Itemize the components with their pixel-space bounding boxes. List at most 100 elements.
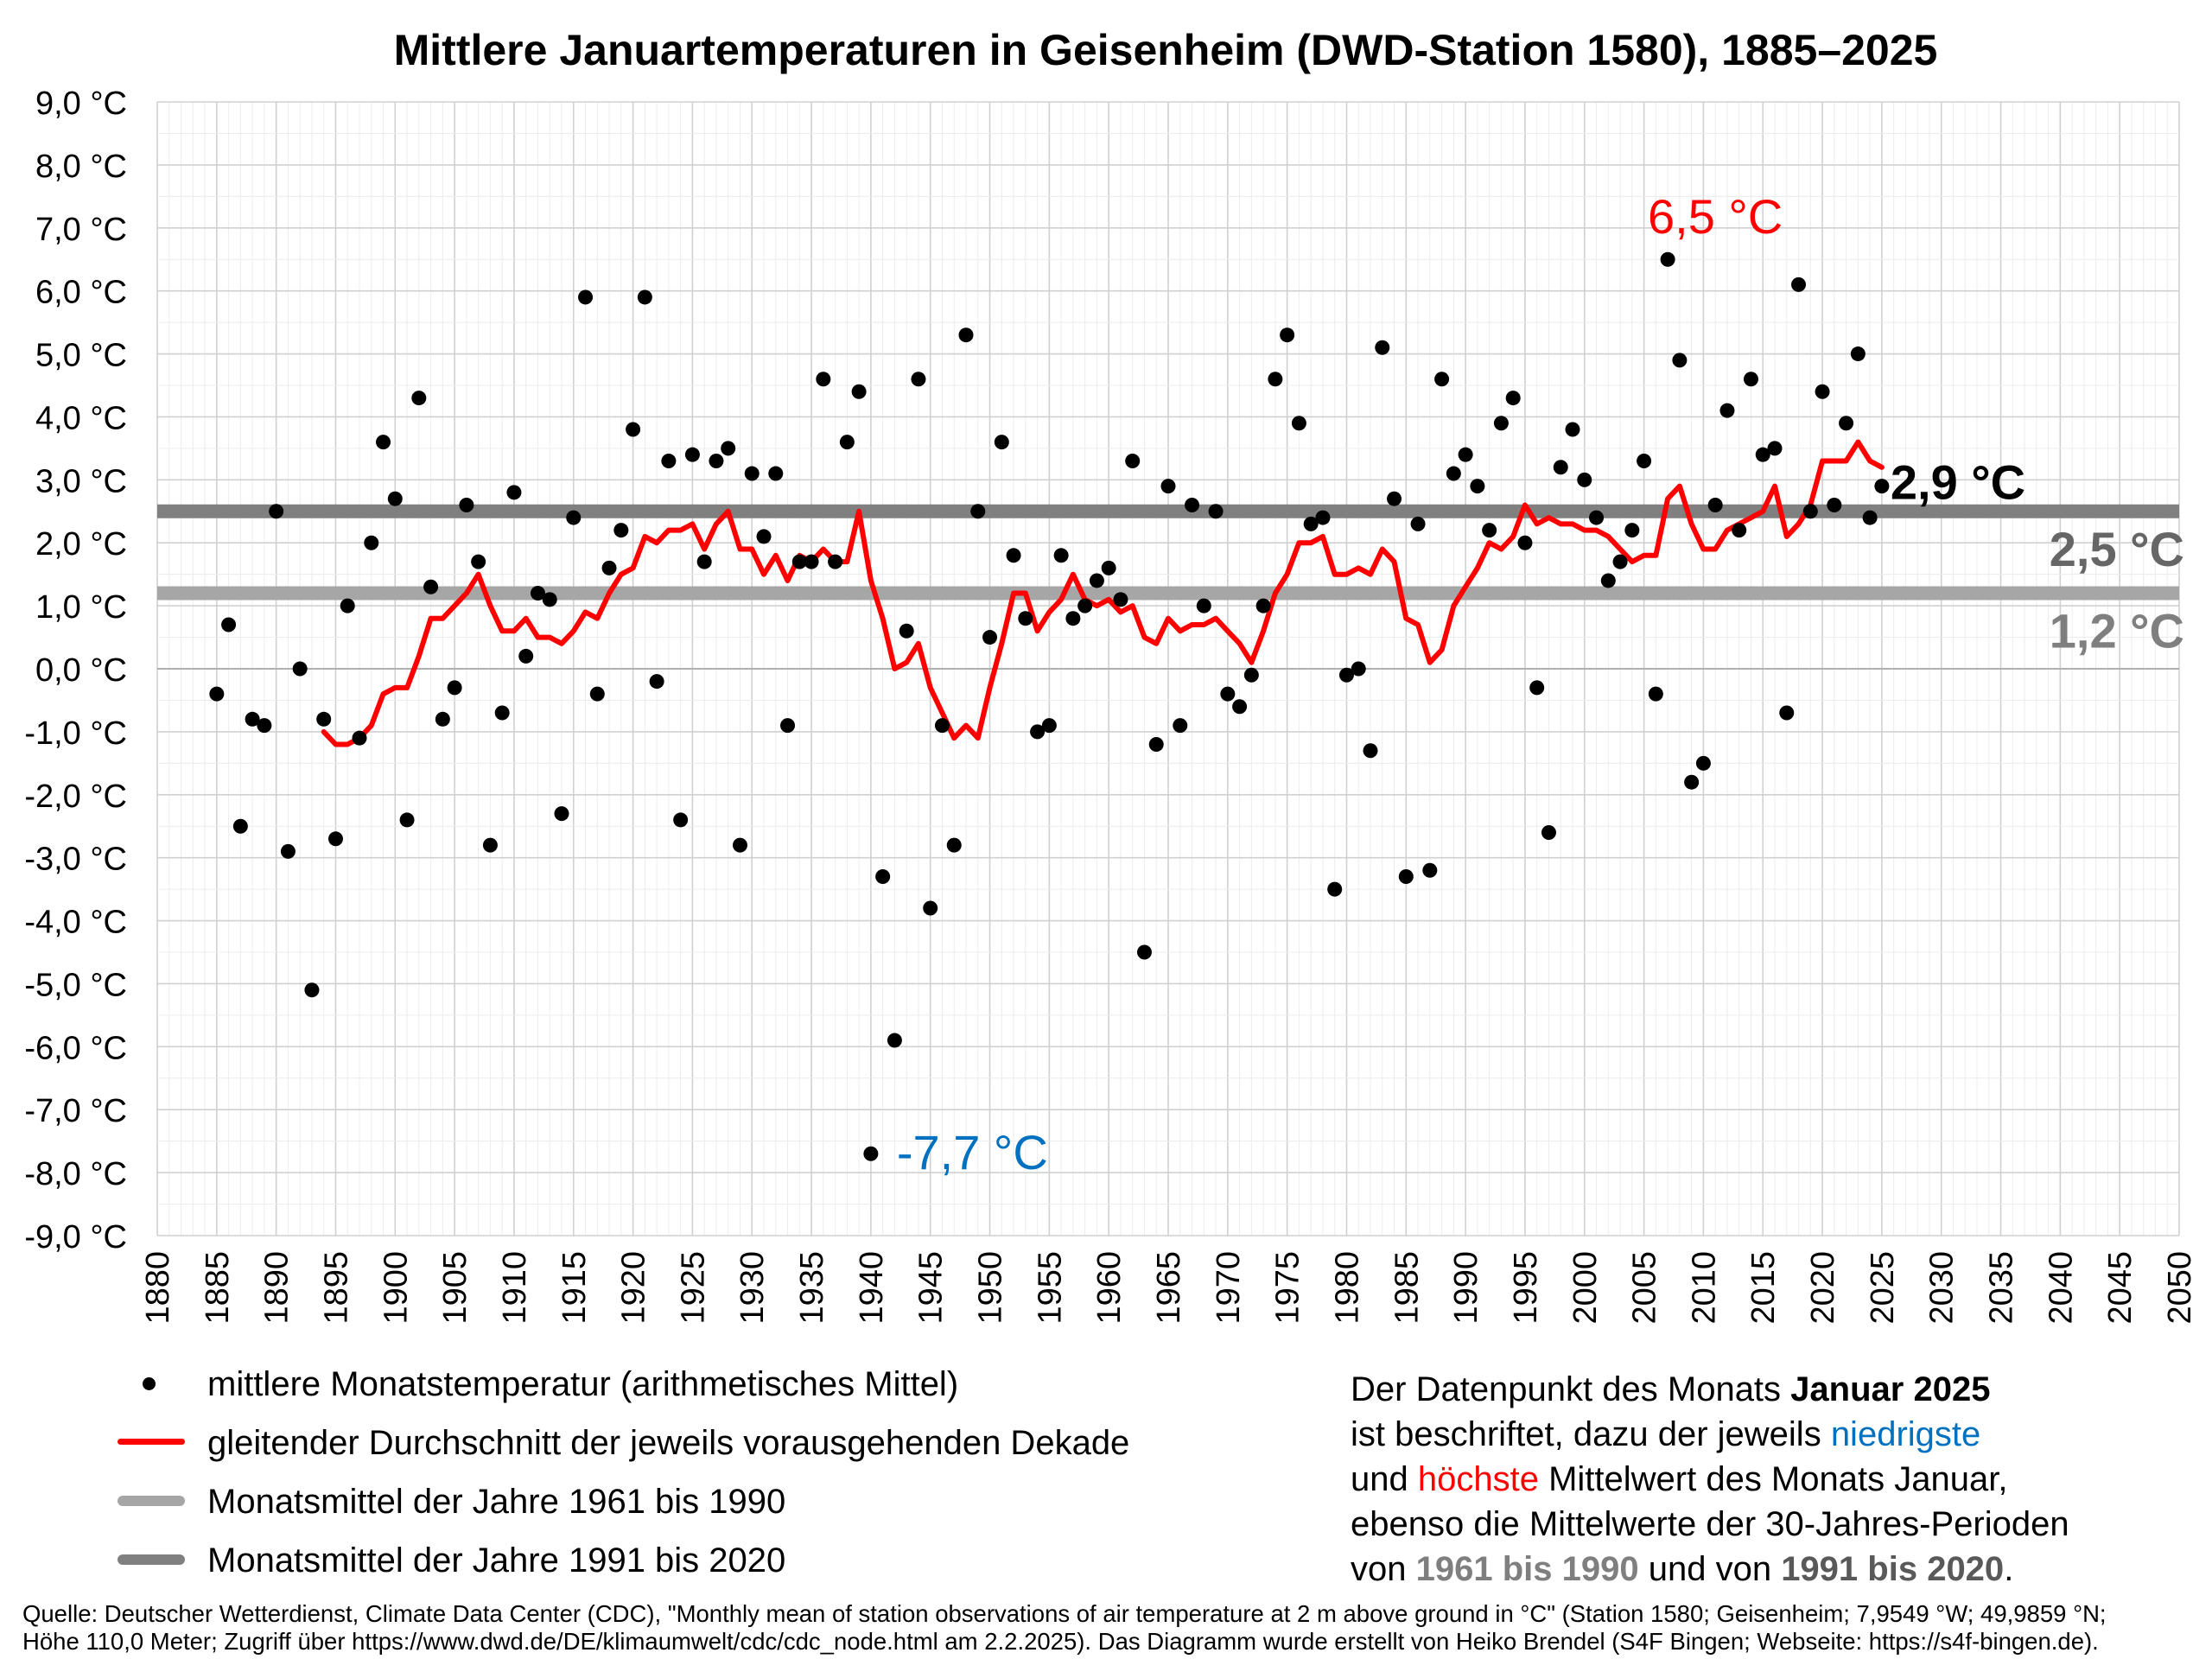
data-point [1243, 667, 1259, 683]
data-point [1006, 548, 1021, 563]
x-tick-label: 1900 [378, 1251, 414, 1325]
data-point [1553, 460, 1568, 475]
data-point [1743, 372, 1758, 387]
source-line: Quelle: Deutscher Wetterdienst, Climate … [22, 1600, 2107, 1627]
red-line-icon [118, 1439, 185, 1445]
note-text: ebenso die Mittelwerte der 30-Jahres-Per… [1351, 1505, 2069, 1543]
x-tick-label: 1920 [616, 1251, 652, 1325]
x-tick-label: 1955 [1032, 1251, 1068, 1325]
data-point [1767, 441, 1783, 456]
data-point [863, 1146, 879, 1161]
data-point [1648, 686, 1663, 702]
source-line: Höhe 110,0 Meter; Zugriff über https://w… [22, 1628, 2099, 1655]
data-point [1338, 667, 1354, 683]
data-point [1672, 353, 1688, 368]
data-point [1363, 743, 1378, 759]
data-point [471, 554, 486, 569]
data-point [530, 586, 545, 601]
data-point [435, 711, 450, 727]
data-point [637, 289, 652, 305]
data-point [280, 843, 296, 859]
legend-label: mittlere Monatstemperatur (arithmetische… [207, 1365, 959, 1403]
data-point [232, 818, 248, 834]
data-point [1089, 573, 1104, 588]
data-point [387, 491, 403, 506]
x-tick-label: 1965 [1151, 1251, 1187, 1325]
x-tick-label: 1930 [734, 1251, 771, 1325]
legend-label: Monatsmittel der Jahre 1991 bis 2020 [207, 1541, 786, 1580]
data-point [1624, 523, 1640, 538]
data-point [887, 1033, 902, 1048]
data-point [1053, 548, 1069, 563]
data-point [1148, 736, 1164, 752]
y-tick-label: -3,0 °C [24, 842, 127, 878]
x-tick-label: 1885 [200, 1251, 236, 1325]
data-point [768, 466, 784, 481]
monthly-mean-series [209, 251, 1890, 1161]
data-label: 2,9 °C [1891, 455, 2025, 510]
y-tick-label: -4,0 °C [24, 905, 127, 941]
x-tick-label: 1980 [1329, 1251, 1365, 1325]
data-point [1232, 699, 1248, 715]
data-point [1387, 491, 1402, 506]
data-point [1529, 680, 1545, 696]
note-highlight-highest: höchste [1417, 1460, 1539, 1498]
y-tick-label: 5,0 °C [35, 338, 127, 374]
data-point [1589, 510, 1605, 525]
data-point [982, 630, 998, 645]
x-tick-label: 2050 [2162, 1251, 2198, 1325]
y-tick-label: 2,0 °C [35, 526, 127, 563]
x-tick-label: 1910 [497, 1251, 533, 1325]
x-tick-label: 1995 [1508, 1251, 1544, 1325]
data-point [1600, 573, 1616, 588]
note-highlight-1991-2020: 1991 bis 2020 [1781, 1550, 2005, 1588]
data-point [589, 686, 605, 702]
data-point [875, 869, 891, 885]
y-tick-label: 4,0 °C [35, 400, 127, 436]
data-point [257, 718, 272, 734]
x-tick-label: 1940 [854, 1251, 890, 1325]
data-point [970, 504, 986, 519]
data-point [1315, 510, 1331, 525]
data-point [1850, 346, 1866, 362]
note-text: von [1351, 1550, 1416, 1588]
data-point [578, 289, 594, 305]
data-point [245, 711, 260, 727]
data-point [566, 510, 582, 525]
y-tick-label: -9,0 °C [24, 1219, 127, 1255]
data-point [696, 554, 712, 569]
x-tick-label: 1915 [556, 1251, 593, 1325]
data-point [1779, 705, 1795, 721]
data-point [661, 453, 677, 468]
data-point [1030, 724, 1046, 740]
data-point [1291, 416, 1306, 431]
x-tick-label: 2040 [2043, 1251, 2079, 1325]
data-point [1398, 869, 1414, 885]
data-point [1113, 592, 1128, 607]
y-tick-label: 9,0 °C [35, 86, 127, 122]
data-point [839, 435, 855, 450]
data-point [1577, 472, 1592, 487]
data-point [364, 535, 379, 550]
data-point [732, 837, 747, 853]
x-tick-label: 1960 [1091, 1251, 1128, 1325]
data-label: 6,5 °C [1648, 189, 1783, 244]
data-point [1268, 372, 1283, 387]
note-text: ist beschriftet, dazu der jeweils [1351, 1415, 1831, 1453]
y-tick-label: -2,0 °C [24, 779, 127, 815]
data-point [1173, 718, 1188, 734]
x-tick-label: 2025 [1865, 1251, 1901, 1325]
data-point [423, 579, 439, 594]
explanatory-note: Der Datenpunkt des Monats Januar 2025 is… [1351, 1367, 2069, 1592]
data-point [828, 554, 843, 569]
data-point [399, 812, 415, 828]
data-point [1375, 340, 1390, 355]
x-tick-label: 2035 [1984, 1251, 2020, 1325]
data-point [1827, 497, 1842, 512]
moving-average-series [321, 439, 1885, 747]
light-gray-bar-icon [118, 1496, 185, 1506]
x-tick-label: 1945 [913, 1251, 950, 1325]
x-tick-label: 2000 [1567, 1251, 1604, 1325]
data-point [1185, 497, 1200, 512]
data-point [1065, 611, 1081, 626]
